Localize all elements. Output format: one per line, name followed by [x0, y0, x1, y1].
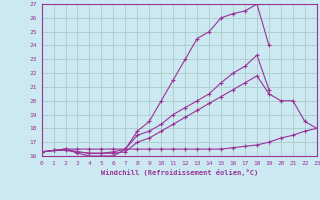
X-axis label: Windchill (Refroidissement éolien,°C): Windchill (Refroidissement éolien,°C) [100, 169, 258, 176]
